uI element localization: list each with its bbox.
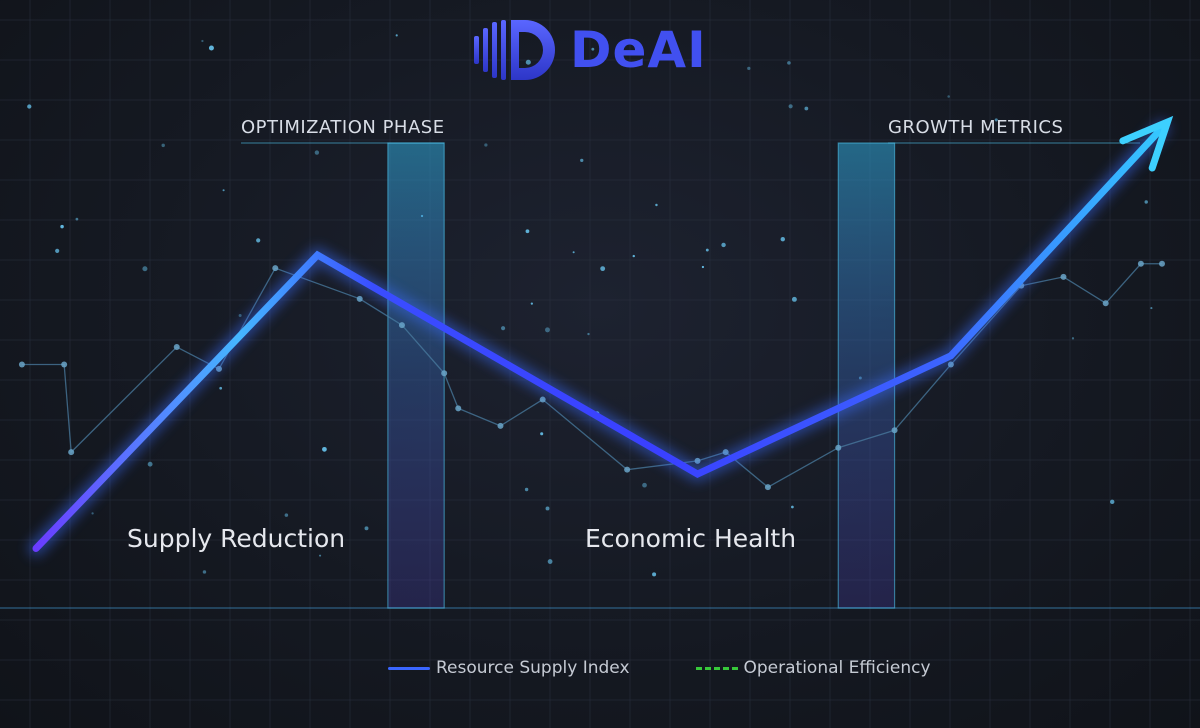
particle-dot	[530, 302, 533, 305]
background-trace-point	[18, 361, 25, 368]
background-trace-point	[624, 466, 631, 473]
background-trace-point	[398, 322, 405, 329]
background-trace-point	[764, 484, 771, 491]
background-trace-point	[272, 265, 279, 272]
background-trace-point	[68, 449, 75, 456]
particle-dot	[55, 248, 60, 253]
highlight-band	[387, 142, 445, 609]
particle-dot	[591, 47, 595, 51]
particle-dot	[701, 265, 705, 269]
particle-dot	[161, 143, 165, 148]
particle-dot	[580, 158, 584, 163]
particle-dot	[655, 203, 658, 207]
particle-dot	[587, 332, 590, 336]
particle-dot	[284, 513, 289, 517]
background-trace-point	[891, 427, 898, 434]
particle-dot	[600, 266, 606, 272]
particle-dot	[1150, 307, 1153, 310]
particle-dot	[663, 31, 667, 36]
particle-dot	[322, 446, 327, 452]
particle-dot	[238, 314, 242, 318]
particle-dot	[525, 229, 530, 234]
background-trace-point	[173, 344, 180, 350]
brand-name: DeAI	[570, 21, 707, 79]
particle-dot	[319, 554, 322, 557]
particle-dot	[632, 254, 635, 258]
background-trace-point	[1060, 273, 1067, 280]
highlight-band	[837, 142, 896, 609]
series-glow	[28, 120, 1170, 557]
particle-dot	[142, 266, 148, 272]
particle-dot	[545, 506, 550, 511]
particle-dot	[1144, 200, 1148, 204]
particle-dot	[147, 461, 153, 467]
particle-dot	[501, 326, 506, 331]
region-label-economic-health: Economic Health	[585, 524, 797, 553]
particle-dot	[788, 104, 793, 109]
deai-d-logo-icon	[474, 20, 555, 80]
particle-dot	[804, 106, 809, 111]
particle-dot	[27, 104, 32, 109]
background-trace-point	[835, 444, 842, 451]
particle-dot	[747, 66, 751, 71]
phase-label-optimization: OPTIMIZATION PHASE	[241, 117, 445, 138]
background-trace-point	[539, 396, 546, 403]
particle-dot	[705, 248, 709, 252]
particle-dot	[484, 143, 488, 147]
background-trace-point	[694, 457, 701, 464]
particle-dot	[652, 572, 657, 577]
legend-item-operational-efficiency: Operational Efficiency	[695, 658, 931, 678]
background-trace-point	[1159, 260, 1165, 267]
particle-dot	[791, 505, 794, 509]
particle-dot	[787, 61, 791, 65]
particle-dot	[75, 217, 79, 221]
particle-dot	[1110, 499, 1115, 505]
particle-dot	[314, 150, 320, 155]
series-arrow-head	[1119, 115, 1174, 172]
particle-dot	[202, 570, 207, 574]
particle-dot	[91, 512, 94, 515]
region-label-supply-reduction: Supply Reduction	[127, 524, 346, 553]
particle-dot	[525, 59, 531, 65]
particle-dot	[219, 386, 223, 390]
particle-dot	[791, 296, 797, 302]
particle-dot	[524, 487, 529, 492]
chart-legend: Resource Supply Index Operational Effici…	[388, 658, 931, 678]
particle-dot	[721, 242, 726, 248]
background-trace-point	[1137, 260, 1144, 267]
particle-dot	[222, 189, 225, 192]
particle-dot	[201, 39, 204, 43]
particle-dot	[364, 526, 369, 531]
particle-dot	[60, 224, 64, 229]
particle-dot	[545, 327, 550, 333]
legend-swatch-dashed	[695, 666, 738, 670]
particle-dot	[780, 236, 785, 242]
legend-label: Operational Efficiency	[743, 658, 931, 678]
brand-logo: DeAI	[470, 14, 707, 86]
particle-dot	[395, 34, 398, 37]
particle-dot	[642, 482, 647, 488]
legend-label: Resource Supply Index	[436, 658, 630, 678]
background-trace-point	[1102, 300, 1109, 307]
background-trace-point	[61, 361, 68, 368]
series-line-resource-supply-index	[32, 124, 1166, 552]
background-trace-point	[455, 405, 462, 412]
particle-dot	[256, 238, 261, 243]
particle-dot	[208, 45, 214, 51]
particle-dot	[994, 118, 998, 122]
particle-dot	[547, 559, 553, 564]
legend-item-resource-supply: Resource Supply Index	[388, 658, 630, 678]
particle-dot	[540, 432, 544, 436]
particle-dot	[947, 95, 950, 98]
background-trace-point	[441, 370, 448, 377]
background-trace-point	[356, 295, 363, 302]
background-trace-point	[497, 422, 504, 429]
particle-dot	[572, 251, 575, 254]
legend-swatch-solid	[388, 666, 430, 670]
particle-dot	[1071, 337, 1075, 340]
phase-label-growth: GROWTH METRICS	[888, 117, 1064, 138]
